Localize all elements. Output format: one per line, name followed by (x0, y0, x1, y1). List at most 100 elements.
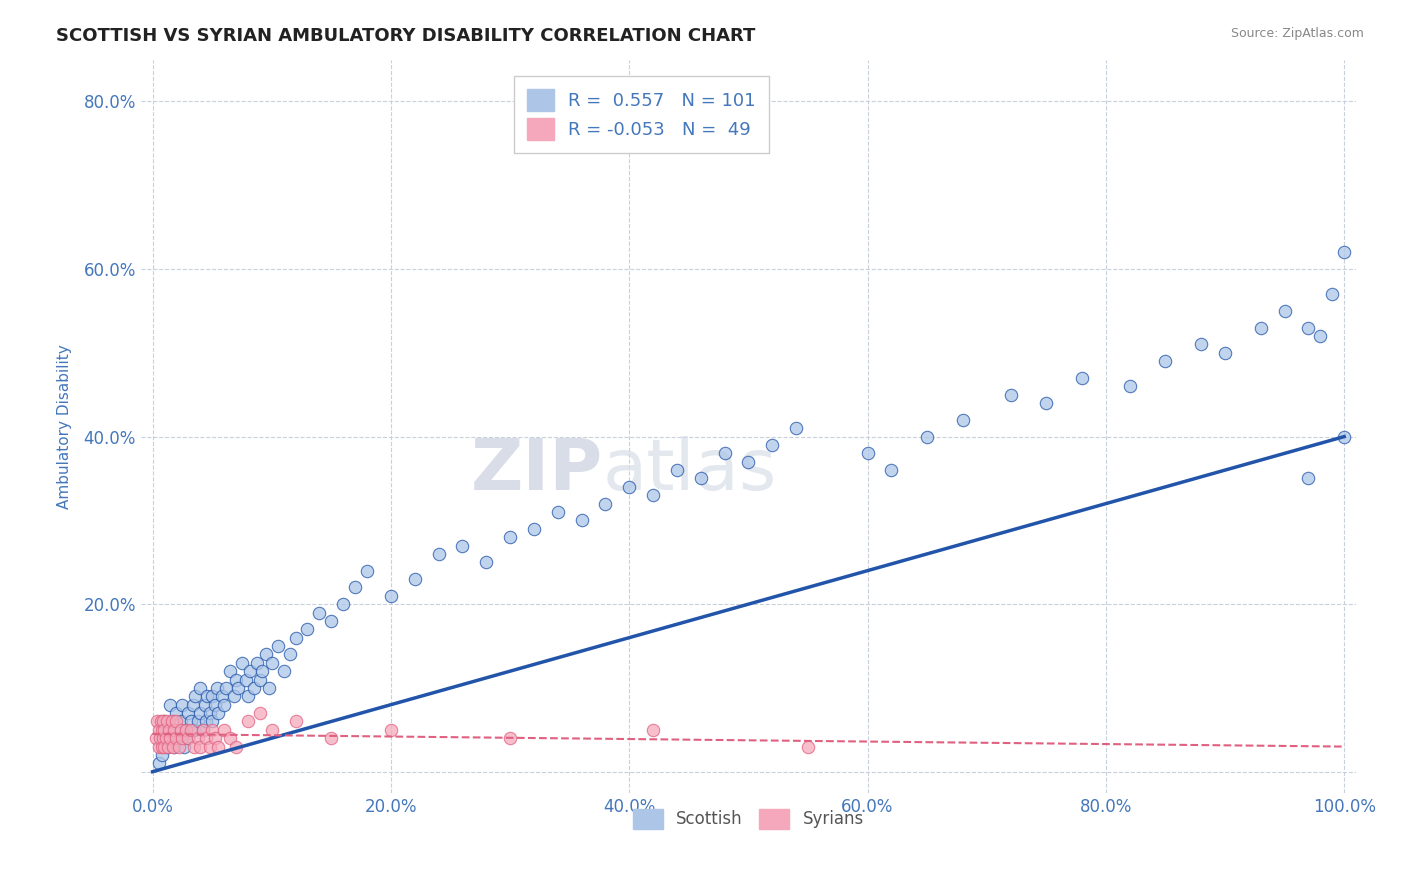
Point (235, 673, 257, 687)
Point (259, 681, 281, 695)
Text: ZIP: ZIP (470, 435, 603, 505)
Point (1298, 320, 1320, 334)
Point (297, 622, 319, 636)
Point (165, 714, 187, 729)
Point (148, 723, 170, 737)
Point (195, 714, 218, 729)
Point (191, 723, 214, 737)
Point (284, 631, 307, 645)
Point (150, 747, 173, 762)
Y-axis label: Ambulatory Disability: Ambulatory Disability (58, 343, 72, 508)
Point (198, 706, 221, 720)
Point (308, 606, 330, 620)
Point (195, 731, 218, 746)
Point (451, 539, 474, 553)
Point (204, 698, 226, 712)
Point (427, 547, 450, 561)
Point (952, 413, 974, 427)
Point (1333, 245, 1355, 260)
Text: Source: ZipAtlas.com: Source: ZipAtlas.com (1230, 27, 1364, 40)
Point (523, 522, 546, 536)
Point (1189, 337, 1212, 351)
Point (239, 664, 262, 678)
Point (249, 706, 271, 720)
Point (222, 690, 245, 704)
Point (177, 731, 200, 746)
Point (499, 731, 522, 746)
Point (148, 756, 170, 771)
Point (187, 714, 209, 729)
Point (713, 446, 735, 460)
Point (547, 505, 569, 519)
Point (187, 731, 209, 746)
Point (356, 564, 378, 578)
Point (475, 555, 498, 569)
Point (219, 731, 242, 746)
Point (641, 723, 664, 737)
Point (225, 673, 247, 687)
Point (236, 690, 259, 704)
Point (856, 446, 879, 460)
Point (344, 581, 367, 595)
Point (380, 723, 402, 737)
Point (172, 698, 194, 712)
Point (785, 421, 807, 435)
Point (156, 714, 179, 729)
Point (231, 656, 253, 670)
Point (150, 739, 173, 754)
Point (250, 664, 273, 678)
Text: SCOTTISH VS SYRIAN AMBULATORY DISABILITY CORRELATION CHART: SCOTTISH VS SYRIAN AMBULATORY DISABILITY… (56, 27, 755, 45)
Point (155, 731, 177, 746)
Point (278, 648, 301, 662)
Point (188, 739, 211, 754)
Point (236, 714, 259, 729)
Point (148, 739, 170, 754)
Point (160, 714, 183, 729)
Point (173, 739, 195, 754)
Point (571, 513, 593, 527)
Point (163, 723, 186, 737)
Point (1035, 396, 1057, 410)
Point (1322, 287, 1344, 301)
Point (177, 706, 200, 720)
Point (159, 731, 181, 746)
Point (162, 714, 184, 729)
Point (219, 664, 242, 678)
Point (1333, 429, 1355, 443)
Point (204, 731, 226, 746)
Point (260, 723, 283, 737)
Point (160, 731, 183, 746)
Point (198, 739, 221, 754)
Point (170, 723, 193, 737)
Point (246, 656, 269, 670)
Point (284, 714, 307, 729)
Point (211, 690, 233, 704)
Point (157, 739, 180, 754)
Point (880, 463, 903, 477)
Point (194, 698, 217, 712)
Point (195, 690, 218, 704)
Point (207, 739, 229, 754)
Point (163, 739, 186, 754)
Point (157, 723, 180, 737)
Point (157, 723, 180, 737)
Point (165, 723, 187, 737)
Point (761, 438, 783, 452)
Point (167, 731, 190, 746)
Point (1298, 471, 1320, 485)
Point (380, 589, 402, 603)
Legend: Scottish, Syrians: Scottish, Syrians (626, 802, 870, 836)
Point (619, 480, 641, 494)
Point (332, 597, 354, 611)
Point (152, 714, 174, 729)
Point (737, 455, 759, 469)
Point (183, 739, 205, 754)
Point (188, 681, 211, 695)
Point (201, 690, 224, 704)
Point (152, 731, 174, 746)
Point (172, 731, 194, 746)
Point (167, 739, 190, 754)
Point (165, 706, 187, 720)
Point (146, 714, 169, 729)
Point (1250, 320, 1272, 334)
